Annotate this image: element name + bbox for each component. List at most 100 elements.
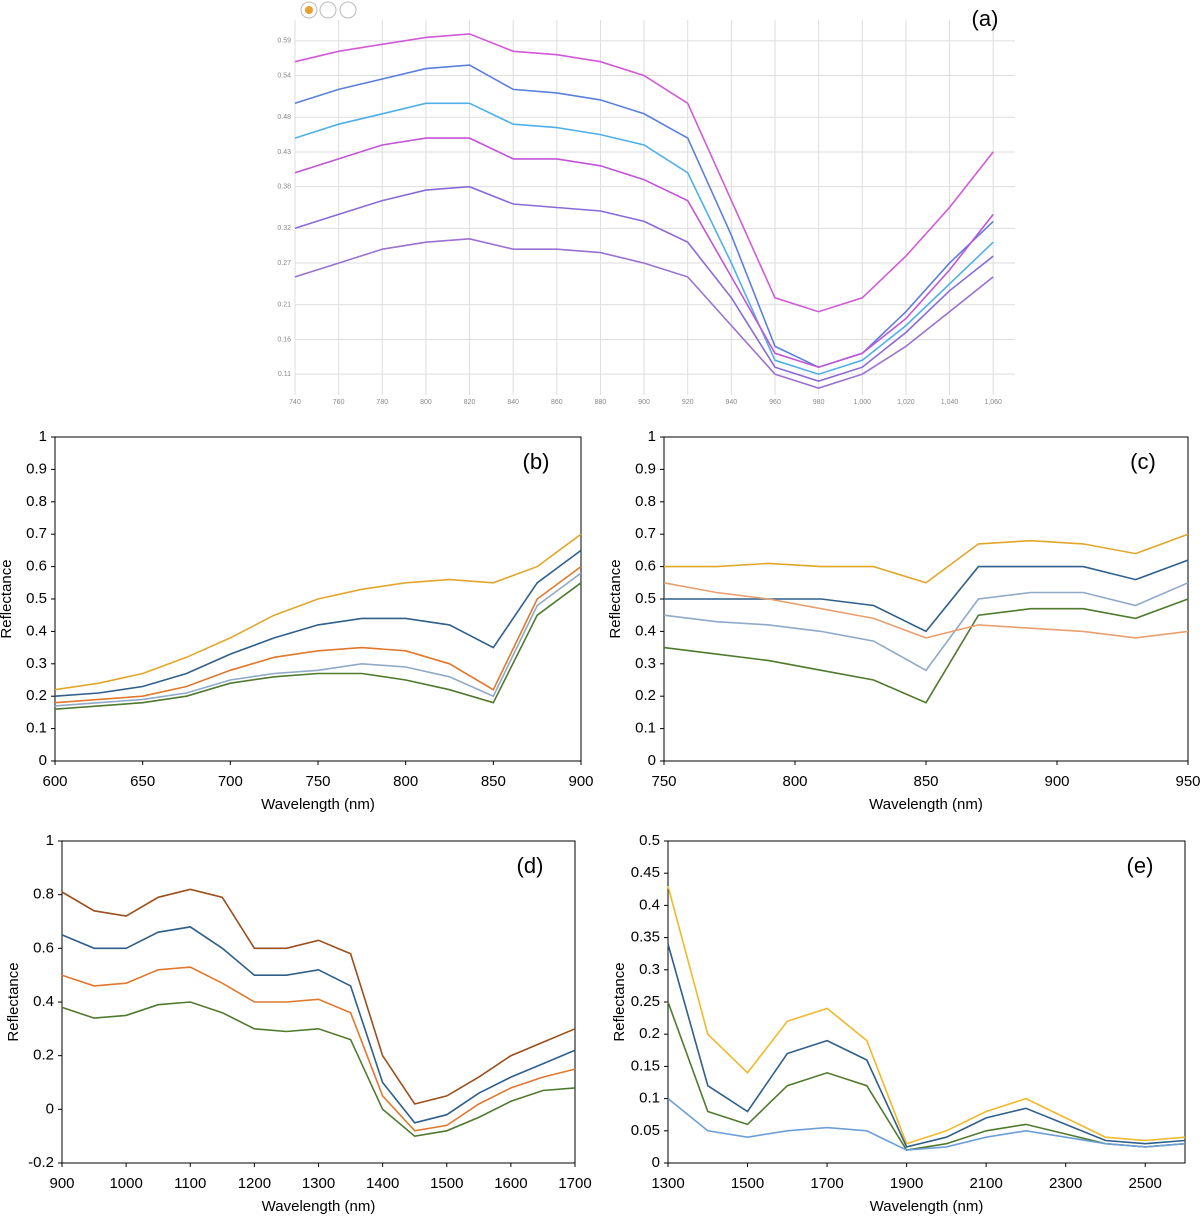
y-tick-label: 0.45 (631, 864, 660, 881)
series-line (61, 926, 576, 1124)
series-line (663, 582, 1189, 639)
chart-panel: 0 0.1 0.2 0.3 0.4 0.5 0.6 0.7 0.8 0.9 1 750 800 850 90… (607, 428, 1200, 813)
x-tick-label: 740 (289, 399, 301, 406)
y-axis-title: Reflectance (607, 559, 624, 638)
icon[interactable] (339, 1, 357, 19)
x-tick-label: 840 (507, 399, 519, 406)
y-tick-label: 0.7 (635, 525, 656, 542)
y-tick-label: 0 (652, 1154, 660, 1171)
y-tick-label: 0.6 (33, 939, 54, 956)
x-tick-label: 1700 (558, 1175, 591, 1192)
x-tick-label: 960 (769, 399, 781, 406)
series-line (294, 102, 994, 376)
series-line (54, 549, 582, 697)
y-tick-label: 0.4 (639, 896, 660, 913)
x-tick-label: 900 (49, 1175, 74, 1192)
plot-frame (61, 840, 576, 1164)
y-tick-label: 0 (46, 1100, 54, 1117)
series-line (294, 237, 994, 389)
ticks: -0.2 0 0.2 0.4 0.6 0.8 1 900 1000 1100 1200 1300 140… (28, 832, 592, 1192)
y-tick-label: 0.9 (635, 460, 656, 477)
toolbar-icons (300, 1, 357, 19)
series-line (54, 533, 582, 691)
x-tick-label: 1700 (810, 1175, 843, 1192)
x-axis-title: Wavelength (nm) (869, 796, 983, 813)
x-tick-label: 800 (782, 773, 807, 790)
y-tick-label: 1 (39, 428, 47, 445)
y-tick-label: 0.15 (631, 1057, 660, 1074)
y-tick-label: 0.48 (277, 114, 291, 121)
x-tick-label: 820 (464, 399, 476, 406)
icon-dot (305, 6, 313, 14)
x-tick-label: 1500 (430, 1175, 463, 1192)
y-tick-label: 0.27 (277, 260, 291, 267)
y-tick-label: 0 (648, 752, 656, 769)
y-tick-label: 0.2 (26, 687, 47, 704)
y-tick-label: 0.6 (635, 558, 656, 575)
y-tick-label: 0.3 (635, 655, 656, 672)
x-tick-label: 600 (42, 773, 67, 790)
series-line (667, 1097, 1186, 1151)
ticks: 0 0.05 0.1 0.15 0.2 0.25 0.3 0.35 0.4 0.45 0.5 1300… (631, 832, 1162, 1192)
series-line (54, 582, 582, 710)
x-tick-label: 1200 (238, 1175, 271, 1192)
ticks: 0.11 0.16 0.21 0.27 0.32 0.38 0.43 0.48 0.54 0.59… (277, 20, 1015, 406)
panel-label: (e) (1127, 853, 1154, 878)
y-tick-label: 0.35 (631, 929, 660, 946)
panel-label: (d) (517, 853, 544, 878)
x-tick-label: 650 (130, 773, 155, 790)
plot-frame (667, 840, 1186, 1164)
y-tick-label: 0.1 (639, 1090, 660, 1107)
series-line (294, 185, 994, 382)
y-tick-label: 0.3 (639, 961, 660, 978)
x-tick-label: 750 (651, 773, 676, 790)
y-axis-title: Reflectance (611, 962, 628, 1041)
panel-label: (a) (972, 6, 999, 31)
x-tick-label: 750 (305, 773, 330, 790)
series-line (667, 943, 1186, 1148)
ticks: 0 0.1 0.2 0.3 0.4 0.5 0.6 0.7 0.8 0.9 1 600 650 700 75… (26, 428, 593, 790)
y-tick-label: 0 (39, 752, 47, 769)
series-line (294, 137, 994, 369)
y-tick-label: 0.4 (26, 622, 47, 639)
x-tick-label: 950 (1175, 773, 1200, 790)
y-tick-label: 0.5 (635, 590, 656, 607)
x-tick-label: 1100 (174, 1175, 206, 1192)
x-tick-label: 900 (1044, 773, 1069, 790)
y-tick-label: -0.2 (28, 1154, 54, 1171)
x-tick-label: 920 (682, 399, 694, 406)
panel-label: (b) (523, 449, 550, 474)
x-tick-label: 940 (726, 399, 738, 406)
series-line (294, 33, 994, 313)
series-line (54, 565, 582, 704)
y-tick-label: 0.8 (33, 886, 54, 903)
x-tick-label: 1900 (890, 1175, 923, 1192)
y-tick-label: 0.25 (631, 993, 660, 1010)
y-tick-label: 0.2 (639, 1025, 660, 1042)
y-tick-label: 0.4 (33, 993, 54, 1010)
chart-panel: -0.2 0 0.2 0.4 0.6 0.8 1 900 1000 1100 1200 1300 140… (5, 832, 592, 1215)
ticks: 0 0.1 0.2 0.3 0.4 0.5 0.6 0.7 0.8 0.9 1 750 800 850 90… (635, 428, 1200, 790)
y-tick-label: 0.4 (635, 622, 656, 639)
x-axis-title: Wavelength (nm) (262, 1198, 376, 1215)
y-tick-label: 1 (46, 832, 54, 849)
y-tick-label: 0.32 (277, 225, 291, 232)
y-tick-label: 0.11 (278, 371, 291, 378)
x-tick-label: 1300 (302, 1175, 335, 1192)
x-tick-label: 1400 (366, 1175, 399, 1192)
panel-label: (c) (1130, 449, 1156, 474)
x-tick-label: 1,020 (897, 399, 915, 406)
series-line (667, 1001, 1186, 1151)
x-tick-label: 1300 (651, 1175, 684, 1192)
y-tick-label: 0.5 (26, 590, 47, 607)
chart-panel: 0 0.1 0.2 0.3 0.4 0.5 0.6 0.7 0.8 0.9 1 600 650 700 75… (0, 428, 594, 813)
y-tick-label: 0.59 (277, 38, 291, 45)
y-tick-label: 0.8 (26, 493, 47, 510)
y-tick-label: 0.54 (277, 72, 291, 79)
x-tick-label: 2500 (1129, 1175, 1162, 1192)
x-tick-label: 1,000 (854, 399, 872, 406)
series-line (61, 888, 576, 1105)
icon[interactable] (319, 1, 337, 19)
x-tick-label: 2300 (1049, 1175, 1082, 1192)
